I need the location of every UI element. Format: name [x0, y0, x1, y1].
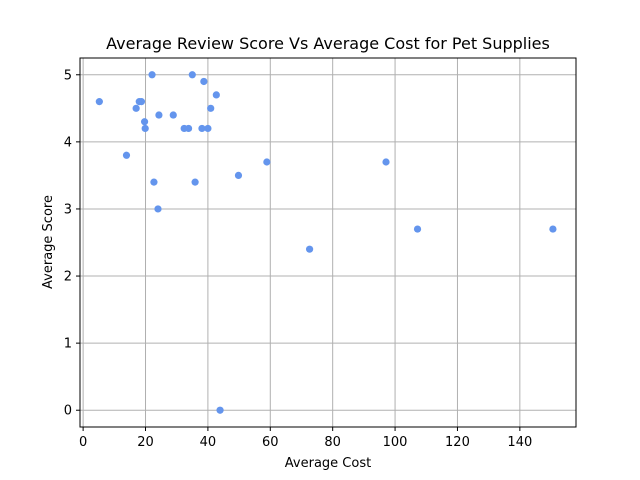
- y-tick-label: 1: [64, 337, 72, 352]
- y-tick-label: 4: [64, 135, 72, 150]
- data-point: [184, 124, 193, 133]
- x-tick-label: 100: [383, 435, 408, 450]
- data-point: [413, 225, 422, 233]
- data-point: [122, 151, 131, 159]
- grid-lines: [80, 58, 576, 427]
- data-point: [95, 98, 103, 106]
- data-point: [140, 118, 149, 126]
- data-point: [212, 91, 220, 99]
- data-point: [305, 245, 314, 253]
- x-tick-label: 140: [507, 435, 532, 450]
- data-point: [148, 71, 156, 79]
- y-tick-label: 2: [64, 270, 72, 285]
- x-tick-label: 60: [262, 435, 279, 450]
- y-tick-label: 0: [64, 404, 72, 419]
- data-point: [169, 111, 177, 119]
- data-point: [155, 111, 163, 119]
- plot-area: [80, 58, 576, 427]
- data-point: [150, 178, 158, 186]
- y-tick-label: 5: [64, 68, 72, 83]
- y-tick-label: 3: [64, 202, 72, 217]
- data-point: [191, 178, 199, 186]
- x-tick-label: 20: [137, 435, 154, 450]
- data-point: [154, 205, 162, 213]
- y-axis-title: Average Score: [41, 195, 56, 289]
- data-point: [198, 124, 206, 133]
- chart-title: Average Review Score Vs Average Cost for…: [106, 34, 550, 53]
- x-tick-label: 80: [324, 435, 341, 450]
- data-point: [141, 124, 149, 133]
- data-point: [234, 171, 243, 180]
- x-tick-label: 40: [200, 435, 217, 450]
- data-point: [216, 406, 224, 414]
- data-point: [137, 98, 146, 106]
- data-point: [204, 124, 212, 133]
- data-point: [549, 225, 557, 233]
- data-point: [382, 158, 390, 166]
- axis-ticks: 0 20 40 60 80 100 120 140 0 1 2 3 4 5: [64, 68, 533, 450]
- data-points: [95, 71, 557, 414]
- x-axis-title: Average Cost: [285, 456, 371, 471]
- x-tick-label: 120: [445, 435, 470, 450]
- data-point: [188, 71, 196, 79]
- x-tick-label: 0: [79, 435, 87, 450]
- data-point: [200, 77, 208, 86]
- data-point: [263, 158, 271, 166]
- data-point: [207, 104, 215, 112]
- data-point: [132, 104, 140, 112]
- plot-frame: [79, 57, 577, 428]
